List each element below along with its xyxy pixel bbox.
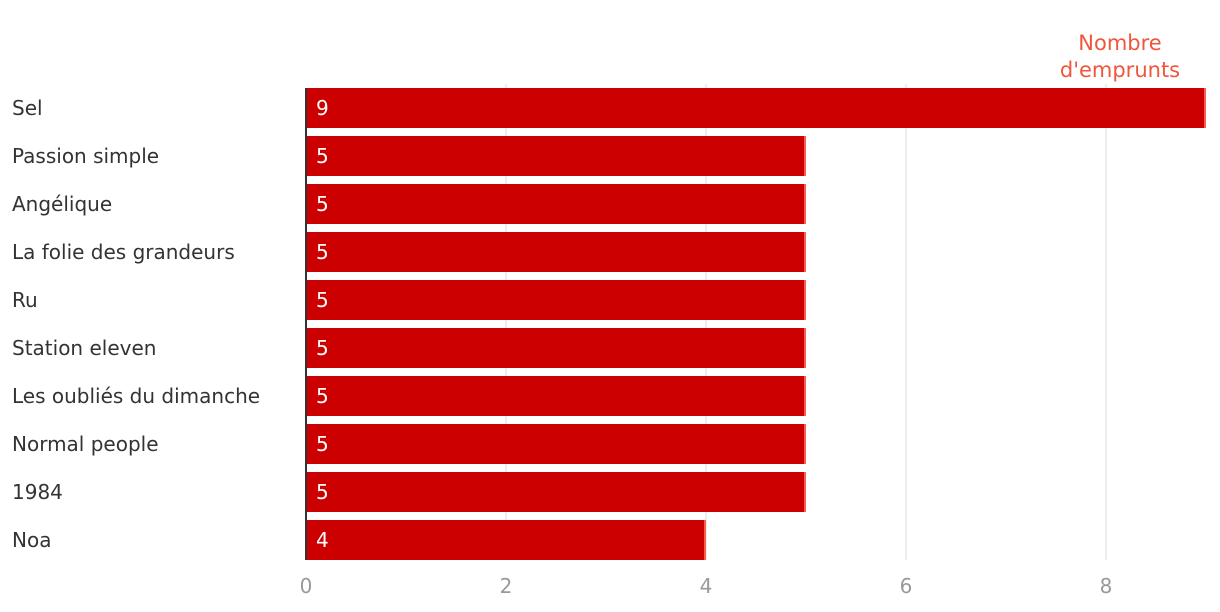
bars: 9 5 5 5 5 5 5 5 5 4 xyxy=(306,88,1206,560)
bar-value-label: 5 xyxy=(316,432,329,456)
bar-value-label: 9 xyxy=(316,96,329,120)
x-tick-label: 0 xyxy=(300,574,313,598)
bar-value-label: 5 xyxy=(316,144,329,168)
bar xyxy=(306,280,806,320)
bar xyxy=(306,232,806,272)
bar xyxy=(306,88,1206,128)
category-label: Normal people xyxy=(12,432,159,456)
bar-edge xyxy=(804,184,806,224)
value-axis-title-line: d'emprunts xyxy=(1060,58,1180,82)
bar-edge xyxy=(804,280,806,320)
category-label: Les oubliés du dimanche xyxy=(12,384,260,408)
value-axis-title-line: Nombre xyxy=(1078,31,1161,55)
bar-edge xyxy=(704,520,706,560)
category-label: 1984 xyxy=(12,480,63,504)
bar-value-label: 5 xyxy=(316,192,329,216)
value-axis: 0 2 4 6 8 xyxy=(300,88,1113,598)
category-label: Noa xyxy=(12,528,51,552)
x-tick-label: 6 xyxy=(900,574,913,598)
category-labels: Sel Passion simple Angélique La folie des g… xyxy=(12,96,260,552)
bar-edge xyxy=(804,328,806,368)
bar-edge xyxy=(804,136,806,176)
bar xyxy=(306,424,806,464)
bar-value-label: 4 xyxy=(316,528,329,552)
bar xyxy=(306,184,806,224)
bar xyxy=(306,136,806,176)
bar-edge xyxy=(804,376,806,416)
bar xyxy=(306,328,806,368)
value-axis-title: Nombre d'emprunts xyxy=(1060,31,1180,82)
bar xyxy=(306,472,806,512)
bar xyxy=(306,376,806,416)
category-label: Ru xyxy=(12,288,38,312)
bar xyxy=(306,520,706,560)
x-tick-label: 8 xyxy=(1100,574,1113,598)
category-label: Angélique xyxy=(12,192,112,216)
bar-value-label: 5 xyxy=(316,336,329,360)
bar-edge xyxy=(804,424,806,464)
category-label: Sel xyxy=(12,96,43,120)
category-label: La folie des grandeurs xyxy=(12,240,235,264)
bar-value-label: 5 xyxy=(316,240,329,264)
bar-value-label: 5 xyxy=(316,288,329,312)
bar-edge xyxy=(1204,88,1206,128)
x-tick-label: 4 xyxy=(700,574,713,598)
bar-value-label: 5 xyxy=(316,384,329,408)
bar-edge xyxy=(804,472,806,512)
category-label: Station eleven xyxy=(12,336,156,360)
x-tick-label: 2 xyxy=(500,574,513,598)
bar-edge xyxy=(804,232,806,272)
bar-value-label: 5 xyxy=(316,480,329,504)
category-label: Passion simple xyxy=(12,144,159,168)
